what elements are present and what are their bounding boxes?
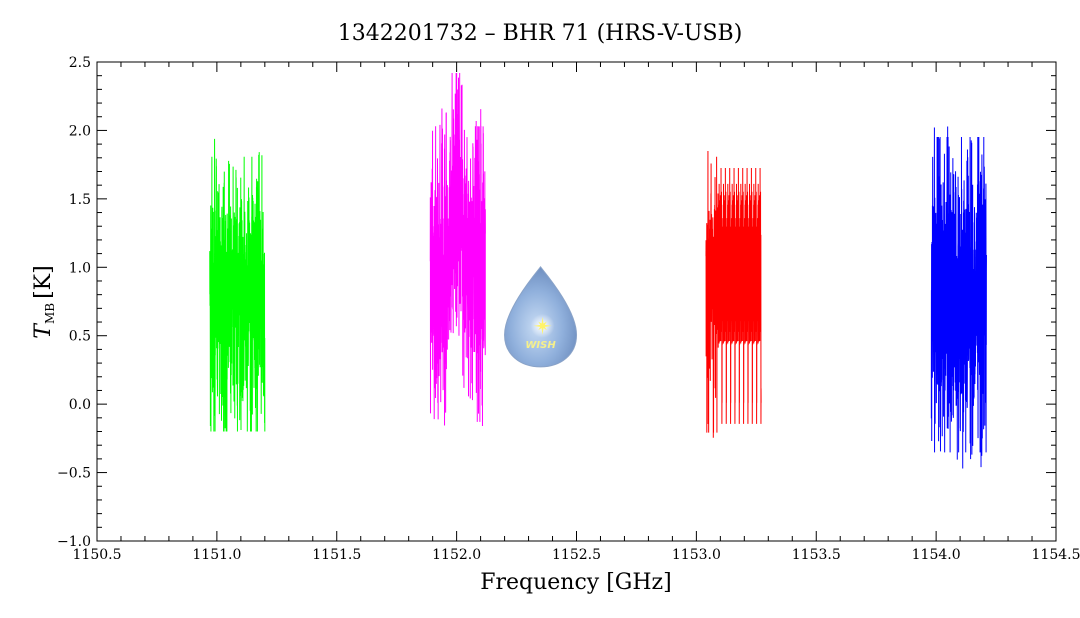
- x-tick-label: 1154.5: [1032, 547, 1080, 563]
- x-tick-label: 1152.0: [432, 547, 481, 563]
- y-tick-label: 1.5: [69, 192, 91, 208]
- x-axis-label: Frequency [GHz]: [480, 570, 672, 595]
- y-tick-label: 1.0: [69, 260, 91, 276]
- logo-label: WISH: [525, 340, 556, 351]
- y-axis: −1.0 −0.5 0.0 0.5 1.0 1.5 2.0 2.5: [57, 55, 1056, 550]
- x-tick-label: 1153.0: [672, 547, 721, 563]
- y-tick-label: 0.0: [69, 397, 91, 413]
- x-tick-label: 1151.5: [312, 547, 361, 563]
- chart-title: 1342201732 – BHR 71 (HRS-V-USB): [338, 21, 743, 46]
- x-tick-label: 1153.5: [792, 547, 841, 563]
- svg-text:TMB[K]: TMB [K]: [31, 265, 57, 338]
- y-tick-label: −1.0: [57, 534, 91, 550]
- y-axis-label: TMB [K]: [31, 265, 57, 338]
- y-tick-label: 2.5: [69, 55, 91, 71]
- wish-logo: WISH: [504, 266, 578, 368]
- x-tick-label: 1151.0: [192, 547, 241, 563]
- series-line-3: [705, 150, 762, 438]
- x-tick-label: 1150.5: [73, 547, 122, 563]
- y-tick-label: 0.5: [69, 329, 91, 345]
- x-tick-label: 1152.5: [552, 547, 601, 563]
- x-tick-label: 1154.0: [912, 547, 961, 563]
- y-axis-label-symbol: T: [31, 322, 56, 339]
- star-icon: [533, 316, 552, 335]
- series-line-4: [930, 126, 987, 469]
- y-axis-label-unit: [K]: [31, 265, 56, 299]
- series-line-2: [429, 72, 486, 427]
- series-line-1: [209, 138, 266, 432]
- y-tick-label: 2.0: [69, 123, 91, 139]
- x-axis: 1150.5 1151.0 1151.5 1152.0 1152.5 1153.0 1153…: [73, 62, 1080, 563]
- y-axis-label-subscript: MB: [43, 303, 57, 324]
- y-tick-label: −0.5: [57, 466, 91, 482]
- plot-series: [209, 72, 987, 469]
